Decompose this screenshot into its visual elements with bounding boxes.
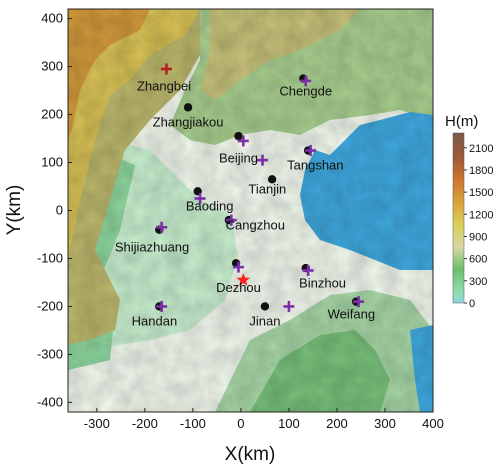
- station-cross-marker: [257, 154, 269, 166]
- x-tick-label: -200: [132, 416, 158, 431]
- station-cross-marker: [156, 300, 168, 312]
- city-label-tianjin: Tianjin: [248, 182, 286, 197]
- city-label-binzhou: Binzhou: [299, 275, 346, 290]
- colorbar-tick-label: 1200: [469, 209, 493, 221]
- y-tick-label: 300: [41, 59, 63, 74]
- y-tick-label: -200: [37, 298, 63, 313]
- colorbar-gradient: [452, 132, 465, 304]
- x-tick-label: -100: [180, 416, 206, 431]
- elevation-colorbar: H(m) 0 300 600 900 1200 1500 1800 2100: [445, 113, 493, 310]
- colorbar-tick-label: 900: [469, 231, 487, 243]
- zhangbei-cross-marker: [160, 63, 172, 75]
- y-tick-label: -400: [37, 394, 63, 409]
- station-cross-marker: [305, 145, 317, 157]
- x-tick-label: -300: [84, 416, 110, 431]
- city-label-zhangjiakou: Zhangjiakou: [153, 115, 224, 130]
- y-tick-label: -100: [37, 250, 63, 265]
- site-markers: [155, 63, 365, 312]
- colorbar-tick-label: 1500: [469, 187, 493, 199]
- y-axis-ticks: -400 -300 -200 -100 0 100 200 300 400: [37, 11, 72, 409]
- city-label-cangzhou: Cangzhou: [226, 218, 285, 233]
- city-label-beijing: Beijing: [219, 151, 258, 166]
- y-tick-label: 200: [41, 107, 63, 122]
- x-tick-label: 400: [422, 416, 444, 431]
- y-axis-title: Y(km): [4, 185, 25, 236]
- x-tick-label: 100: [278, 416, 300, 431]
- x-tick-label: 200: [326, 416, 348, 431]
- station-cross-marker: [232, 261, 244, 273]
- colorbar-tick-label: 600: [469, 254, 487, 266]
- y-tick-label: 0: [56, 203, 63, 218]
- station-cross-marker: [300, 75, 312, 87]
- colorbar-ticks: 0 300 600 900 1200 1500 1800 2100: [464, 143, 493, 310]
- x-axis-title: X(km): [225, 444, 276, 465]
- x-tick-label: 300: [374, 416, 396, 431]
- colorbar-tick-label: 1800: [469, 165, 493, 177]
- city-dot-marker: [260, 302, 270, 311]
- terrain-texture: [68, 9, 433, 412]
- city-label-baoding: Baoding: [186, 199, 234, 214]
- city-labels: Zhangbei Zhangjiakou Chengde Beijing Tangsha…: [115, 79, 375, 329]
- city-label-weifang: Weifang: [328, 306, 375, 321]
- city-label-handan: Handan: [132, 314, 178, 329]
- station-cross-marker: [283, 300, 295, 312]
- station-cross-marker: [302, 264, 314, 276]
- colorbar-tick-label: 300: [469, 276, 487, 288]
- star-marker: [236, 273, 250, 286]
- city-label-tangshan: Tangshan: [287, 158, 343, 173]
- colorbar-title: H(m): [445, 113, 478, 130]
- y-tick-label: -300: [37, 346, 63, 361]
- y-tick-label: 100: [41, 155, 63, 170]
- station-cross-marker: [156, 221, 168, 233]
- map-plot-area: [68, 9, 433, 412]
- city-label-dezhou: Dezhou: [216, 280, 261, 295]
- station-cross-marker: [225, 214, 237, 226]
- y-tick-label: 400: [41, 11, 63, 26]
- x-tick-label: 0: [237, 416, 244, 431]
- colorbar-tick-label: 2100: [469, 143, 493, 155]
- city-label-chengde: Chengde: [279, 83, 332, 98]
- city-dot-marker: [234, 131, 243, 141]
- station-cross-marker: [237, 135, 249, 147]
- city-dot-marker: [267, 175, 277, 184]
- station-cross-marker: [194, 193, 206, 205]
- city-label-shijiazhuang: Shijiazhuang: [115, 239, 189, 254]
- x-axis-ticks: -300 -200 -100 0 100 200 300 400: [84, 408, 444, 431]
- city-label-jinan: Jinan: [249, 314, 280, 329]
- colorbar-tick-label: 0: [469, 298, 475, 310]
- city-label-zhangbei: Zhangbei: [137, 79, 191, 94]
- station-cross-marker: [353, 296, 365, 308]
- city-dot-marker: [183, 103, 193, 112]
